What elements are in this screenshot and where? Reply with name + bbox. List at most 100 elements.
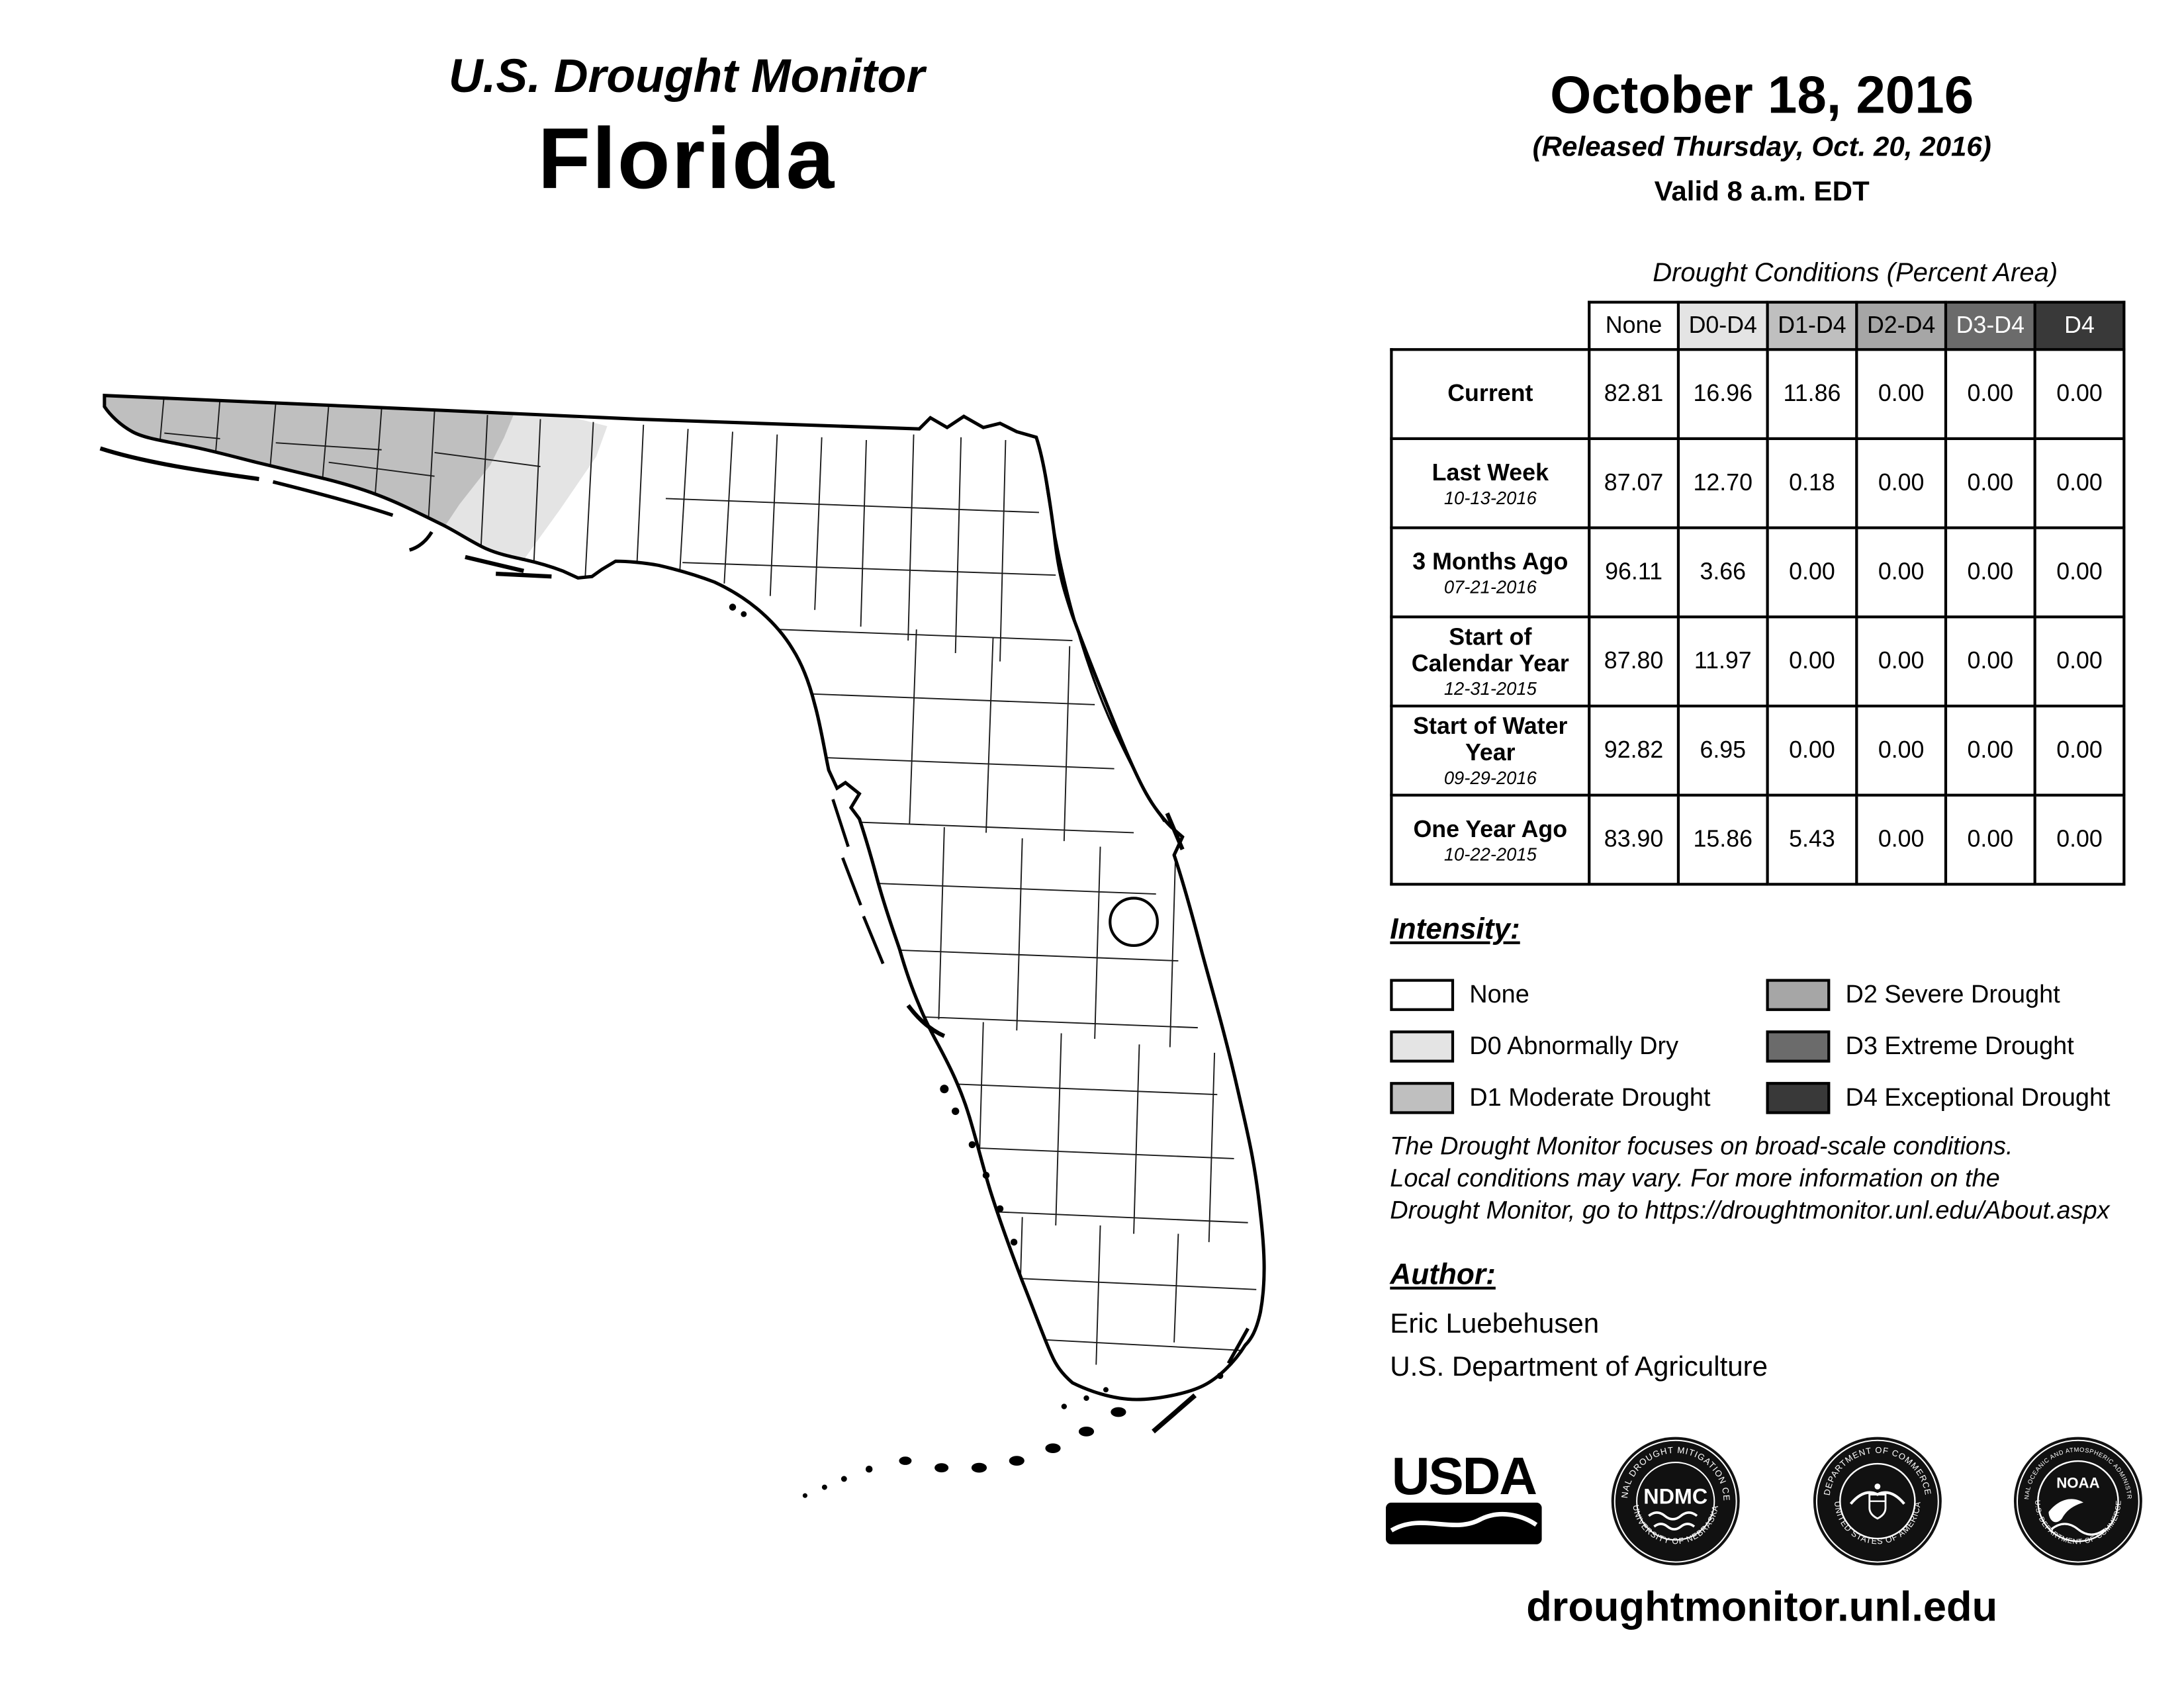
county-boundaries [156, 395, 1257, 1365]
stat-cell: 0.00 [2033, 704, 2126, 797]
stat-cell: 0.00 [1855, 615, 1948, 708]
stat-cell: 0.00 [1766, 615, 1858, 708]
column-header-none: None [1588, 300, 1680, 351]
d4-swatch [1766, 1082, 1831, 1114]
row-label: Start of Calendar Year 12-31-2015 [1390, 615, 1591, 708]
ndmc-wordmark: NDMC [1644, 1485, 1708, 1509]
stat-cell: 0.00 [1944, 615, 2036, 708]
table-row-start-calendar-year: Start of Calendar Year 12-31-2015 87.80 1… [1390, 615, 2126, 708]
table-corner-cell [1391, 302, 1590, 350]
legend-item-d4: D4 Exceptional Drought [1766, 1072, 2142, 1124]
author-heading: Author: [1390, 1259, 1496, 1291]
usda-logo: USDA [1385, 1447, 1542, 1550]
legend-item-d3: D3 Extreme Drought [1766, 1021, 2142, 1073]
stat-cell: 0.00 [1855, 793, 1948, 886]
stat-cell: 6.95 [1676, 704, 1769, 797]
d2-swatch [1766, 979, 1831, 1011]
florida-map-svg [99, 365, 1320, 1498]
disclaimer: The Drought Monitor focuses on broad-sca… [1390, 1132, 2110, 1224]
table-row-one-year-ago: One Year Ago 10-22-2015 83.90 15.86 5.43 … [1390, 793, 2126, 886]
column-header-d3: D3-D4 [1944, 300, 2036, 351]
drought-table: None D0-D4 D1-D4 D2-D4 D3-D4 D4 Current … [1390, 300, 2126, 886]
stat-cell: 0.00 [1766, 526, 1858, 619]
table-row-last-week: Last Week 10-13-2016 87.07 12.70 0.18 0.0… [1390, 437, 2126, 529]
table-row-current: Current 82.81 16.96 11.86 0.00 0.00 0.00 [1390, 348, 2126, 441]
table-row-start-water-year: Start of Water Year 09-29-2016 92.82 6.95… [1390, 704, 2126, 797]
stat-cell: 5.43 [1766, 793, 1858, 886]
stat-cell: 0.00 [1766, 704, 1858, 797]
d0-swatch [1390, 1030, 1455, 1063]
intensity-legend: None D0 Abnormally Dry D1 Moderate Droug… [1390, 969, 2142, 1124]
stat-cell: 0.00 [1944, 437, 2036, 529]
release-date: (Released Thursday, Oct. 20, 2016) [1532, 132, 1991, 163]
column-header-d2: D2-D4 [1855, 300, 1948, 351]
stat-cell: 87.80 [1588, 615, 1680, 708]
legend-item-d0: D0 Abnormally Dry [1390, 1021, 1766, 1073]
stat-cell: 0.00 [1944, 704, 2036, 797]
stat-cell: 0.00 [1944, 348, 2036, 441]
stat-cell: 12.70 [1676, 437, 1769, 529]
drought-area-d0-east [437, 404, 608, 577]
stat-cell: 16.96 [1676, 348, 1769, 441]
ndmc-seal-icon: NATIONAL DROUGHT MITIGATION CENTER UNIVE… [1609, 1435, 1741, 1566]
date-block: October 18, 2016 (Released Thursday, Oct… [1449, 67, 2075, 209]
stat-cell: 0.18 [1766, 437, 1858, 529]
legend-item-d1: D1 Moderate Drought [1390, 1072, 1766, 1124]
app-title: U.S. Drought Monitor [448, 50, 925, 103]
row-label: Current [1390, 348, 1591, 441]
stat-cell: 96.11 [1588, 526, 1680, 619]
stat-cell: 3.66 [1676, 526, 1769, 619]
none-swatch [1390, 979, 1455, 1011]
column-header-d4: D4 [2033, 300, 2126, 351]
stat-cell: 0.00 [1944, 793, 2036, 886]
noaa-gull-emblem [2048, 1499, 2106, 1536]
column-header-d1: D1-D4 [1766, 300, 1858, 351]
title-block: U.S. Drought Monitor Florida [241, 50, 1132, 209]
author-org: U.S. Department of Agriculture [1390, 1352, 1768, 1383]
table-row-3-months-ago: 3 Months Ago 07-21-2016 96.11 3.66 0.00 0… [1390, 526, 2126, 619]
d3-swatch [1766, 1030, 1831, 1063]
stat-cell: 83.90 [1588, 793, 1680, 886]
site-url: droughtmonitor.unl.edu [1526, 1584, 1998, 1631]
stat-cell: 0.00 [1855, 526, 1948, 619]
column-header-d0: D0-D4 [1676, 300, 1769, 351]
commerce-seal-icon: DEPARTMENT OF COMMERCE UNITED STATES OF … [1813, 1437, 1942, 1566]
table-caption: Drought Conditions (Percent Area) [1653, 259, 2058, 289]
state-fill-none [104, 395, 1265, 1400]
table-header-row: None D0-D4 D1-D4 D2-D4 D3-D4 D4 [1391, 300, 2126, 351]
row-label: Last Week 10-13-2016 [1390, 437, 1591, 529]
usda-wordmark: USDA [1391, 1447, 1537, 1507]
intensity-heading: Intensity: [1390, 913, 1520, 946]
stat-cell: 82.81 [1588, 348, 1680, 441]
author-name: Eric Luebehusen [1390, 1309, 1600, 1340]
legend-item-d2: D2 Severe Drought [1766, 969, 2142, 1021]
d1-swatch [1390, 1082, 1455, 1114]
stat-cell: 87.07 [1588, 437, 1680, 529]
row-label: One Year Ago 10-22-2015 [1390, 793, 1591, 886]
stat-cell: 11.97 [1676, 615, 1769, 708]
stat-cell: 0.00 [2033, 348, 2126, 441]
stat-cell: 0.00 [1855, 348, 1948, 441]
row-label: 3 Months Ago 07-21-2016 [1390, 526, 1591, 619]
stat-cell: 15.86 [1676, 793, 1769, 886]
stat-cell: 11.86 [1766, 348, 1858, 441]
legend-item-none: None [1390, 969, 1766, 1021]
logo-row: USDA NATIONAL DROUGHT MITIGATION CENTER … [1385, 1435, 2145, 1568]
stat-cell: 0.00 [2033, 615, 2126, 708]
stat-cell: 0.00 [2033, 437, 2126, 529]
noaa-wordmark: NOAA [2056, 1474, 2099, 1491]
map-date: October 18, 2016 [1550, 67, 1974, 126]
stat-cell: 0.00 [1944, 526, 2036, 619]
lake-okeechobee [1109, 897, 1159, 948]
doc-eagle-emblem [1849, 1483, 1905, 1520]
row-label: Start of Water Year 09-29-2016 [1390, 704, 1591, 797]
stat-cell: 0.00 [1855, 437, 1948, 529]
stat-cell: 0.00 [2033, 793, 2126, 886]
noaa-seal-icon: NATIONAL OCEANIC AND ATMOSPHERIC ADMINIS… [2011, 1435, 2142, 1566]
valid-time: Valid 8 a.m. EDT [1654, 177, 1870, 208]
state-title: Florida [537, 111, 836, 208]
stat-cell: 0.00 [2033, 526, 2126, 619]
stat-cell: 92.82 [1588, 704, 1680, 797]
usda-symbol-icon [1385, 1501, 1542, 1544]
